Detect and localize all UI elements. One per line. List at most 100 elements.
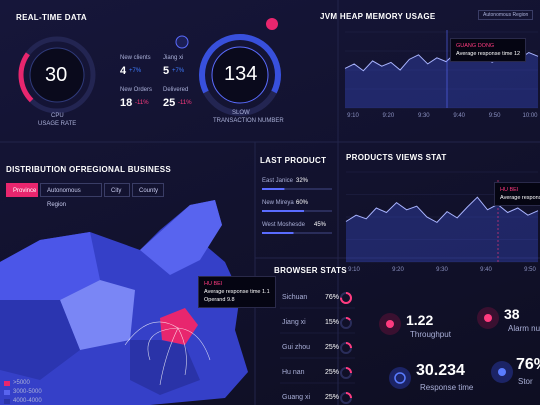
stat-value: 5: [163, 65, 170, 77]
donut-value: [345, 342, 352, 349]
x-tick-label: 9:20: [383, 113, 395, 119]
legend-swatch: [4, 390, 10, 395]
map: [0, 200, 248, 405]
gauge-face: [29, 47, 85, 103]
x-tick-label: 9:40: [453, 113, 465, 119]
product-name: West Moshesde: [262, 222, 305, 228]
tab[interactable]: Autonomous Region: [40, 183, 102, 208]
map-region: [160, 308, 198, 345]
flow-line: [147, 327, 179, 361]
x-tick-label: 9:40: [480, 267, 492, 273]
product-percent: 32%: [296, 178, 309, 184]
donut-value: [345, 392, 352, 399]
browser-name: Hu nan: [282, 369, 305, 376]
tooltip-row: Average response time 1.1: [204, 288, 270, 296]
kpi-icon: [484, 314, 492, 322]
stat-change: -11%: [135, 100, 149, 106]
browser-percent: 25%: [325, 344, 340, 351]
kpi-icon: [394, 372, 406, 384]
gauge-face: [211, 46, 269, 104]
slow-label: TRANSACTION NUMBER: [213, 118, 284, 124]
legend-swatch: [4, 381, 10, 386]
map-region: [60, 280, 135, 350]
dropdown[interactable]: Autonomous Region: [478, 10, 534, 20]
stat-name: Delivered: [163, 87, 189, 93]
browser-name: Sichuan: [282, 294, 308, 301]
kpi-value: 30.234: [416, 362, 465, 379]
kpi-value: 1.22: [406, 312, 434, 328]
kpi-icon: [386, 320, 394, 328]
x-tick-label: 10:00: [522, 113, 538, 119]
slow-label: SLOW: [232, 110, 250, 116]
x-tick-label: 9:30: [418, 113, 430, 119]
map-region: [140, 200, 222, 275]
tooltip-value: 9.8: [226, 297, 235, 303]
browser-name: Jiang xi: [282, 319, 306, 326]
stat-name: New Orders: [120, 87, 153, 93]
panel-title: REAL-TIME DATA: [16, 13, 88, 22]
stat-value: 4: [120, 65, 127, 77]
panel-title: BROWSER STATS: [274, 266, 347, 275]
panel-title: JVM HEAP MEMORY USAGE: [320, 12, 436, 21]
kpi-label: Throughput: [410, 330, 451, 339]
tooltip-value: 12: [514, 51, 521, 57]
product-percent: 60%: [296, 200, 309, 206]
tooltip-label: Average response time: [204, 289, 261, 295]
cpu-label: CPU: [51, 113, 64, 119]
stat-change: +7%: [172, 68, 185, 74]
x-tick-label: 9:50: [524, 267, 536, 273]
x-tick-label: 9:10: [347, 113, 359, 119]
kpi-label: Stor: [518, 377, 533, 386]
map-region: [0, 232, 100, 300]
product-percent: 45%: [314, 222, 327, 228]
stat-change: -11%: [178, 100, 192, 106]
flow-line: [124, 321, 179, 346]
icon: [175, 35, 189, 49]
browser-name: Gui zhou: [282, 344, 311, 351]
browser-percent: 15%: [325, 319, 340, 326]
tooltip-label: Average response time: [500, 195, 540, 201]
tooltip-row: Operand 9.8: [204, 296, 270, 304]
progress-bar: [262, 188, 285, 190]
legend-swatch: [4, 399, 10, 404]
stat-value: 25: [163, 97, 176, 109]
browser-percent: 25%: [325, 394, 340, 401]
cpu-label: USAGE RATE: [38, 121, 77, 127]
legend-label: 3000-5000: [13, 389, 42, 395]
progress-track: [262, 232, 332, 234]
gauge-value: [18, 52, 34, 103]
tooltip-label: Average response time: [456, 51, 513, 57]
progress-bar: [262, 210, 304, 212]
kpi-value: 38: [504, 306, 520, 322]
progress-bar: [262, 232, 294, 234]
tab[interactable]: Province: [6, 183, 38, 197]
tooltip: GUANG DONG Average response time 12: [450, 38, 527, 62]
tooltip-label: Operand: [204, 297, 226, 303]
tooltip-title: HU BEI: [500, 187, 519, 193]
panel-title: LAST PRODUCT: [260, 156, 327, 165]
stat-value: 18: [120, 97, 133, 109]
flow-line: [177, 327, 187, 376]
browser-name: Guang xi: [282, 394, 311, 401]
kpi-value: 76%: [516, 356, 540, 373]
legend-label: >5000: [13, 380, 30, 386]
x-tick-label: 9:50: [489, 113, 501, 119]
product-name: East Janice: [262, 178, 294, 184]
tab[interactable]: County: [132, 183, 164, 197]
legend-label: 4000-4000: [13, 398, 42, 404]
tooltip-title: HU BEI: [204, 281, 223, 287]
product-name: New Mireya: [262, 200, 294, 206]
tooltip: HU BEI Average response time 1.1 Operand…: [198, 276, 276, 308]
map-region: [130, 340, 200, 395]
kpi-icon: [498, 368, 506, 376]
slow-value: 134: [224, 63, 258, 85]
line: [345, 196, 539, 224]
flow-line: [159, 327, 179, 386]
area: [345, 51, 538, 108]
donut-value: [340, 292, 352, 304]
donut-value: [345, 367, 352, 374]
x-tick-label: 9:20: [392, 267, 404, 273]
tab[interactable]: City: [104, 183, 130, 197]
